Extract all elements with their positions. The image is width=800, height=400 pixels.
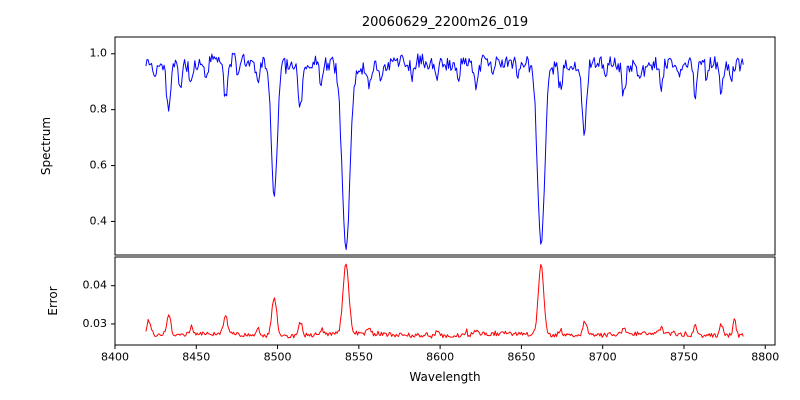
spectrum-error-chart: [0, 0, 800, 400]
spectrum-figure: 20060629_2200m26_019: [0, 0, 800, 400]
